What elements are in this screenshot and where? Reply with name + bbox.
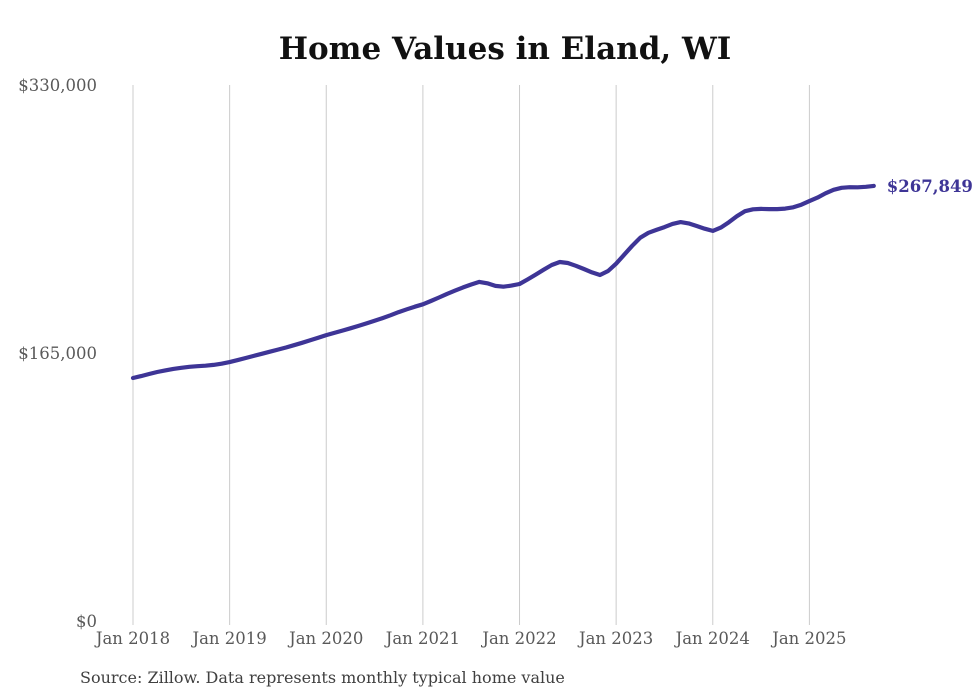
tick-label-layer: Jan 2018 Jan 2019 Jan 2020 Jan 2021 Jan 2022… bbox=[18, 76, 846, 648]
source-note: Source: Zillow. Data represents monthly … bbox=[80, 668, 565, 687]
x-tick-label: Jan 2019 bbox=[190, 629, 266, 648]
series-layer bbox=[130, 183, 876, 381]
x-tick-label: Jan 2025 bbox=[770, 629, 846, 648]
home-value-line bbox=[130, 183, 876, 381]
chart-title: Home Values in Eland, WI bbox=[279, 31, 732, 67]
x-tick-label: Jan 2021 bbox=[384, 629, 460, 648]
y-tick-label: $165,000 bbox=[18, 344, 97, 363]
y-tick-label: $0 bbox=[76, 612, 97, 631]
x-tick-label: Jan 2018 bbox=[94, 629, 170, 648]
x-tick-label: Jan 2024 bbox=[674, 629, 750, 648]
y-tick-label: $330,000 bbox=[18, 76, 97, 95]
gridline-layer bbox=[132, 85, 810, 625]
x-tick-label: Jan 2023 bbox=[577, 629, 653, 648]
x-tick-label: Jan 2022 bbox=[480, 629, 556, 648]
x-tick-label: Jan 2020 bbox=[287, 629, 363, 648]
latest-value-label: $267,849 bbox=[887, 177, 973, 196]
